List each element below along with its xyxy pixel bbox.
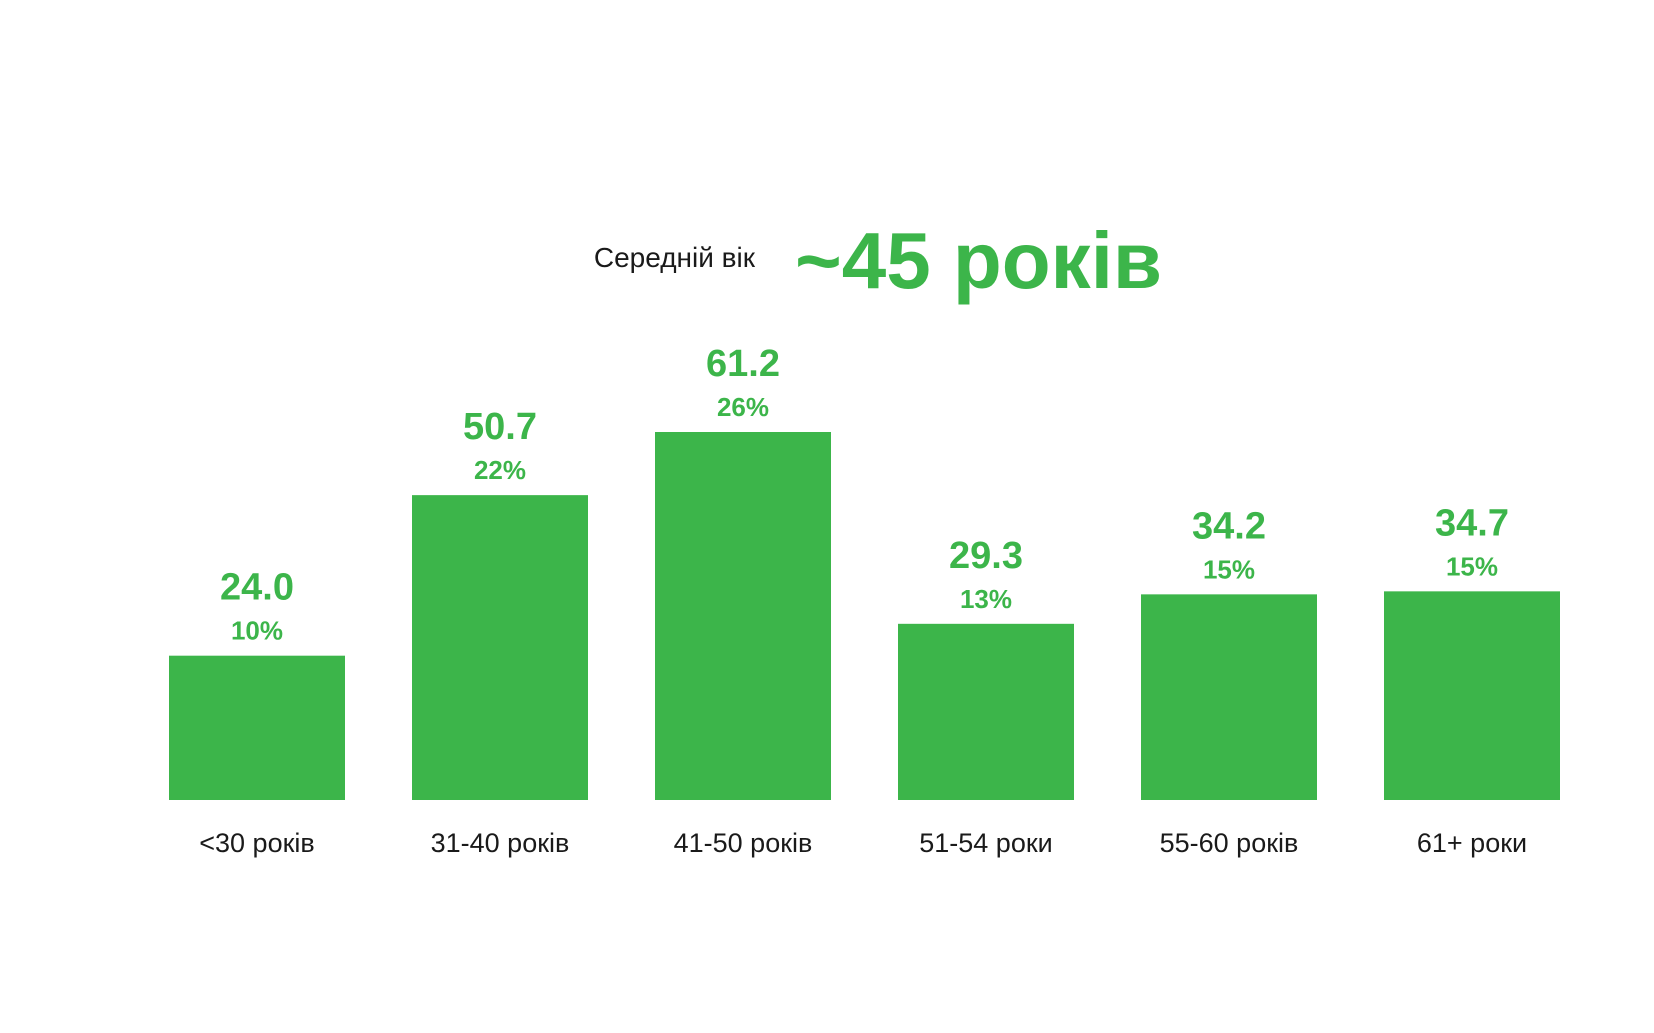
bar-share-label: 13% [960, 584, 1012, 614]
bar-share-label: 15% [1203, 554, 1255, 584]
labels-group: 24.0 10% <30 років 50.7 22% 31-40 років 61.2 26… [199, 343, 1527, 858]
bar-value-label: 61.2 [706, 343, 780, 385]
bar-value-label: 50.7 [463, 406, 537, 448]
headline: Середній вік ~45 років [594, 216, 1162, 305]
bar-4 [898, 623, 1074, 800]
bar-value-label: 24.0 [220, 567, 294, 609]
bar-2 [412, 495, 588, 800]
category-label: 61+ роки [1417, 828, 1527, 858]
headline-label: Середній вік [594, 242, 756, 273]
bar-value-label: 34.2 [1192, 505, 1266, 547]
category-label: 41-50 років [674, 828, 813, 858]
bar-5 [1141, 594, 1317, 800]
bar-share-label: 10% [231, 616, 283, 646]
bars-group [169, 432, 1560, 800]
bar-value-label: 29.3 [949, 535, 1023, 577]
bar-6 [1384, 591, 1560, 800]
category-label: <30 років [199, 828, 315, 858]
category-label: 51-54 роки [919, 828, 1052, 858]
bar-share-label: 26% [717, 392, 769, 422]
headline-value: ~45 років [795, 216, 1162, 305]
bar-value-label: 34.7 [1435, 502, 1509, 544]
bar-share-label: 22% [474, 455, 526, 485]
bar-share-label: 15% [1446, 551, 1498, 581]
bar-1 [169, 655, 345, 800]
category-label: 55-60 років [1160, 828, 1299, 858]
category-label: 31-40 років [431, 828, 570, 858]
bar-3 [655, 432, 831, 800]
